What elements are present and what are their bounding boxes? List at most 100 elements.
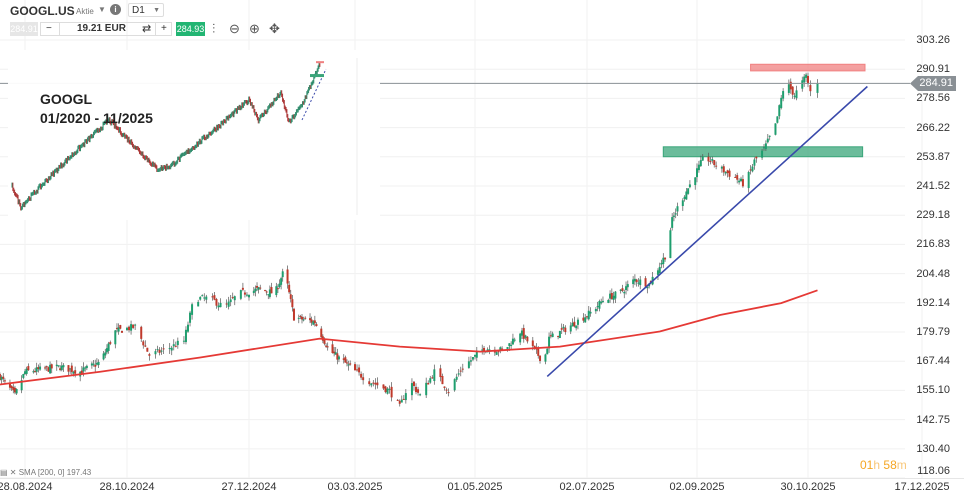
candle-body: [551, 333, 554, 338]
candle-body: [203, 297, 206, 299]
quantity-input[interactable]: 19.21 EUR: [77, 23, 126, 34]
candle-body: [114, 330, 117, 345]
candle-body: [594, 309, 597, 312]
candle-body: [126, 327, 128, 331]
info-icon[interactable]: i: [110, 4, 121, 15]
zoom-out-icon[interactable]: ⊖: [229, 21, 240, 36]
candle-body: [475, 351, 478, 358]
candle-body: [738, 180, 741, 183]
candle-body: [2, 376, 5, 379]
candle-body: [280, 278, 283, 285]
buy-button[interactable]: 284.93: [176, 22, 205, 36]
candle-body: [140, 326, 143, 339]
candle-body: [564, 327, 567, 333]
y-tick-label: 241.52: [916, 180, 950, 193]
candle-body: [587, 310, 590, 320]
inset-title: GOOGL 01/2020 - 11/2025: [40, 90, 153, 128]
candle-body: [419, 394, 422, 396]
timeframe-select[interactable]: D1 ▼: [128, 3, 164, 17]
symbol-title[interactable]: GOOGL.US: [10, 4, 75, 18]
candle-body: [156, 349, 159, 351]
candle-body: [433, 369, 436, 382]
candle-body: [681, 200, 684, 207]
candle-body: [598, 301, 601, 309]
y-tick-label: 290.91: [916, 63, 950, 76]
candle-body: [685, 191, 688, 200]
candle-body: [120, 330, 123, 333]
candle-body: [571, 322, 574, 327]
candle-body: [231, 297, 234, 299]
candle-body: [158, 349, 161, 353]
sma-legend[interactable]: ▤ ✕ SMA [200, 0] 197.43: [0, 468, 92, 477]
candle-body: [233, 296, 236, 301]
candle-body: [511, 338, 514, 345]
y-tick-label: 278.56: [916, 92, 950, 105]
candle-body: [227, 301, 230, 307]
x-tick-label: 27.12.2024: [221, 481, 277, 493]
candle-body: [187, 324, 189, 332]
current-price-tag: 284.91: [910, 76, 956, 91]
candle-body: [336, 353, 339, 360]
candle-body: [459, 370, 462, 372]
candle-body: [128, 326, 131, 331]
candle-body: [646, 287, 649, 289]
candle-body: [286, 269, 289, 284]
candle-body: [415, 386, 418, 393]
sell-button[interactable]: 284.91: [10, 22, 38, 36]
candle-body: [637, 282, 640, 284]
candle-body: [610, 293, 613, 300]
y-tick-label: 118.06: [917, 465, 950, 477]
candle-body: [292, 308, 295, 321]
candle-body: [483, 347, 486, 352]
quantity-stepper[interactable]: − 19.21 EUR ⇄ +: [40, 22, 172, 36]
candle-body: [217, 305, 220, 308]
candle-body: [160, 350, 163, 352]
candle-body: [264, 290, 267, 292]
increase-button[interactable]: +: [161, 23, 167, 34]
inset-resistance-zone: [316, 61, 324, 64]
candle-body: [57, 365, 60, 367]
y-tick-label: 229.18: [916, 209, 950, 222]
candle-body: [398, 400, 401, 404]
candle-body: [774, 123, 777, 135]
candle-body: [390, 386, 393, 398]
candle-body: [313, 320, 316, 324]
candle-body: [299, 316, 302, 318]
candle-body: [370, 383, 373, 386]
candle-body: [337, 356, 340, 360]
candle-body: [281, 271, 284, 278]
caret-down-icon[interactable]: ▼: [98, 5, 106, 14]
candle-body: [368, 381, 371, 385]
crosshair-icon[interactable]: ✥: [269, 21, 280, 36]
candle-body: [384, 386, 387, 393]
decrease-button[interactable]: −: [46, 23, 52, 34]
candle-body: [342, 358, 345, 360]
candle-body: [764, 143, 767, 150]
candle-body: [471, 357, 474, 360]
swap-icon[interactable]: ⇄: [142, 23, 152, 35]
candle-body: [519, 333, 522, 343]
indicators-icon[interactable]: ⫶: [212, 21, 216, 36]
candle-body: [562, 326, 565, 329]
candle-body: [488, 349, 491, 351]
candle-body: [148, 354, 151, 356]
candle-body: [736, 175, 739, 180]
candle-body: [323, 338, 326, 344]
candle-body: [410, 383, 413, 396]
candle-body: [417, 389, 420, 393]
candle-body: [386, 388, 389, 394]
candle-body: [707, 156, 710, 162]
candle-body: [461, 368, 464, 370]
y-tick-label: 204.48: [916, 267, 950, 280]
candle-body: [27, 366, 30, 371]
candle-body: [747, 171, 750, 189]
candle-body: [44, 367, 47, 369]
candle-body: [546, 348, 549, 355]
zoom-in-icon[interactable]: ⊕: [249, 21, 260, 36]
candle-body: [495, 352, 498, 355]
x-tick-label: 02.07.2025: [559, 481, 615, 493]
candle-body: [633, 278, 636, 282]
candle-body: [526, 336, 529, 342]
candle-body: [453, 379, 456, 391]
